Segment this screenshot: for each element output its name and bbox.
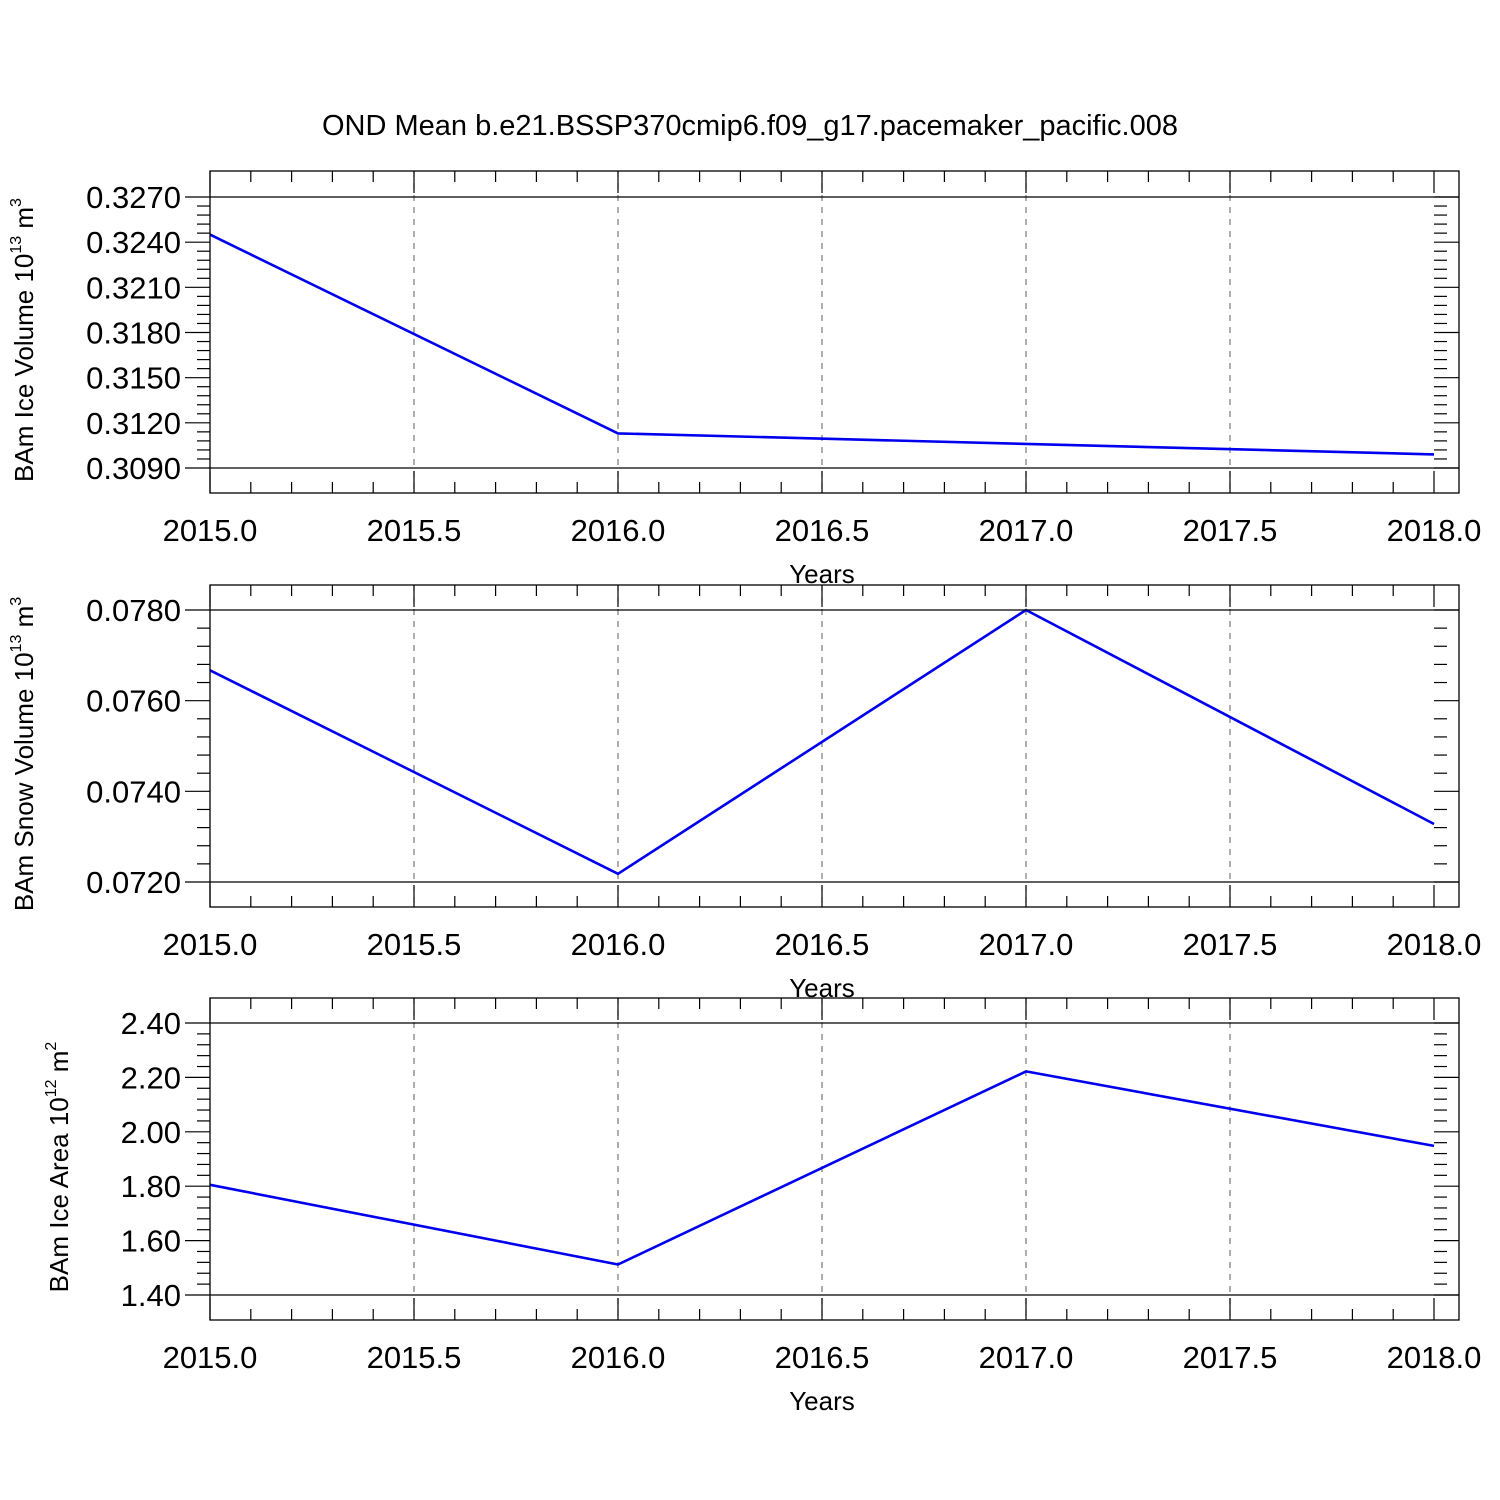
y-label-suffix: m: [9, 207, 39, 236]
y-tick-label: 0.0720: [86, 865, 181, 900]
y-label-suffix: m: [44, 1051, 74, 1080]
panel-ice-area: 2015.0 2015.5 2016.0 2016.5 2017.0 2017.5 2018…: [43, 997, 1482, 1416]
y-tick-label: 0.3270: [86, 180, 181, 215]
y-axis-label: BAm Ice Area 1012 m2: [43, 1042, 74, 1293]
x-tick-label: 2015.5: [367, 1340, 462, 1375]
y-tick-label: 2.00: [121, 1115, 181, 1150]
figure-title: OND Mean b.e21.BSSP370cmip6.f09_g17.pace…: [322, 110, 1178, 142]
y-tick-label: 0.0740: [86, 774, 181, 809]
y-label-exponent: 12: [43, 1079, 60, 1097]
y-tick-label: 2.40: [121, 1006, 181, 1041]
x-tick-label: 2017.5: [1183, 513, 1278, 548]
x-tick-label: 2016.0: [571, 927, 666, 962]
plot-frame: [209, 997, 1460, 1321]
x-tick-label: 2016.0: [571, 1340, 666, 1375]
x-tick-label: 2017.5: [1183, 927, 1278, 962]
x-tick-label: 2018.0: [1387, 927, 1482, 962]
y-tick-label: 2.20: [121, 1060, 181, 1095]
y-label-prefix: BAm Snow Volume 10: [9, 652, 39, 911]
plot-frame: [209, 170, 1460, 494]
series-line: [209, 1070, 1435, 1266]
y-label-prefix: BAm Ice Area 10: [44, 1097, 74, 1292]
y-tick-label: 0.3090: [86, 451, 181, 486]
y-label-exponent: 13: [8, 236, 25, 254]
x-axis-label: Years: [789, 559, 855, 589]
y-tick-label: 0.0760: [86, 684, 181, 719]
y-tick-label: 1.60: [121, 1224, 181, 1259]
y-tick-label: 0.3240: [86, 225, 181, 260]
x-tick-label: 2015.5: [367, 927, 462, 962]
y-axis-label: BAm Ice Volume 1013 m3: [8, 198, 39, 482]
y-tick-label: 1.80: [121, 1169, 181, 1204]
x-tick-label: 2015.0: [163, 513, 258, 548]
x-tick-label: 2015.5: [367, 513, 462, 548]
x-tick-label: 2016.5: [775, 513, 870, 548]
x-tick-label: 2016.5: [775, 927, 870, 962]
y-label-unit-power: 3: [8, 597, 25, 606]
y-tick-label: 0.3210: [86, 270, 181, 305]
x-tick-label: 2017.0: [979, 513, 1074, 548]
x-tick-label: 2018.0: [1387, 1340, 1482, 1375]
x-tick-label: 2016.0: [571, 513, 666, 548]
x-tick-label: 2015.0: [163, 927, 258, 962]
y-label-exponent: 13: [8, 635, 25, 653]
series-line: [209, 608, 1435, 876]
x-tick-label: 2017.0: [979, 927, 1074, 962]
y-tick-label: 0.0780: [86, 593, 181, 628]
x-tick-label: 2017.5: [1183, 1340, 1278, 1375]
x-tick-label: 2018.0: [1387, 513, 1482, 548]
y-axis-label: BAm Snow Volume 1013 m3: [8, 597, 39, 911]
series-line: [209, 233, 1435, 456]
y-label-unit-power: 2: [43, 1042, 60, 1051]
panel-ice-volume: 2015.0 2015.5 2016.0 2016.5 2017.0 2017.5 2018…: [8, 170, 1482, 589]
x-axis-label: Years: [789, 1386, 855, 1416]
y-tick-label: 0.3180: [86, 316, 181, 351]
y-label-unit-power: 3: [8, 198, 25, 207]
x-tick-label: 2015.0: [163, 1340, 258, 1375]
plot-frame: [209, 584, 1460, 908]
y-label-suffix: m: [9, 606, 39, 635]
x-tick-label: 2016.5: [775, 1340, 870, 1375]
y-tick-label: 1.40: [121, 1278, 181, 1313]
x-tick-label: 2017.0: [979, 1340, 1074, 1375]
panel-snow-volume: 2015.0 2015.5 2016.0 2016.5 2017.0 2017.5 2018…: [8, 584, 1482, 1003]
y-tick-label: 0.3120: [86, 406, 181, 441]
y-label-prefix: BAm Ice Volume 10: [9, 254, 39, 482]
y-tick-label: 0.3150: [86, 361, 181, 396]
